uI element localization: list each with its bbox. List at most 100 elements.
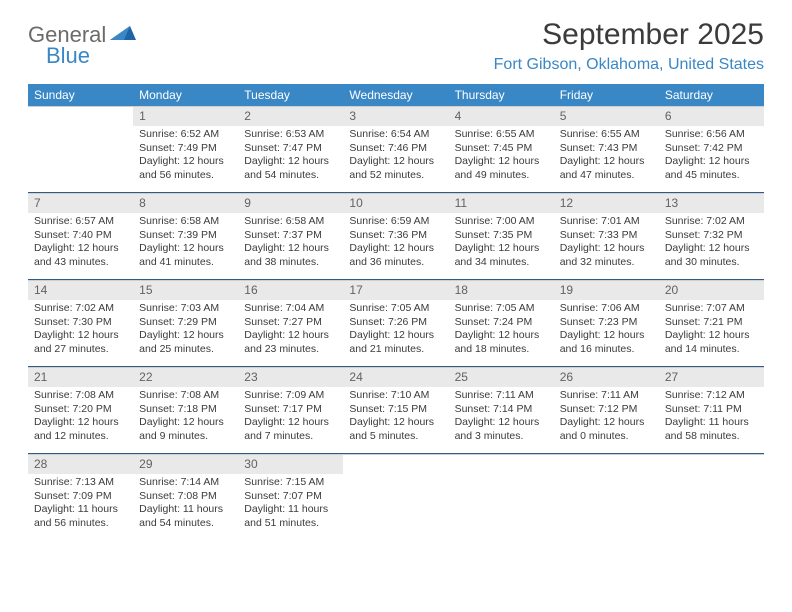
sunset-line: Sunset: 7:26 PM (349, 316, 442, 329)
day-cell: 11 Sunrise: 7:00 AMSunset: 7:35 PMDayligh… (449, 193, 554, 279)
daylight-line: Daylight: 11 hours and 54 minutes. (139, 503, 232, 530)
sunset-line: Sunset: 7:11 PM (665, 403, 758, 416)
sunrise-line: Sunrise: 7:05 AM (455, 302, 548, 315)
day-cell: 25Sunrise: 7:11 AMSunset: 7:14 PMDayligh… (449, 367, 554, 453)
sunrise-line: Sunrise: 7:00 AM (455, 215, 548, 228)
sunset-line: Sunset: 7:32 PM (665, 229, 758, 242)
day-cell: 9Sunrise: 6:58 AMSunset: 7:37 PMDaylight… (238, 193, 343, 279)
daylight-line: Daylight: 12 hours and 7 minutes. (244, 416, 337, 443)
dayhead: Saturday (659, 84, 764, 106)
day-cell: 12Sunrise: 7:01 AMSunset: 7:33 PMDayligh… (554, 193, 659, 279)
sunrise-line: Sunrise: 7:05 AM (349, 302, 442, 315)
daylight-line: Daylight: 12 hours and 34 minutes. (455, 242, 548, 269)
day-number: 30 (238, 455, 343, 474)
sunset-line: Sunset: 7:17 PM (244, 403, 337, 416)
daylight-line: Daylight: 12 hours and 23 minutes. (244, 329, 337, 356)
day-number: 25 (449, 368, 554, 387)
sunrise-line: Sunrise: 6:56 AM (665, 128, 758, 141)
sunrise-line: Sunrise: 7:01 AM (560, 215, 653, 228)
sunset-line: Sunset: 7:14 PM (455, 403, 548, 416)
sunset-line: Sunset: 7:45 PM (455, 142, 548, 155)
dayhead: Sunday (28, 84, 133, 106)
day-cell: 24 Sunrise: 7:10 AMSunset: 7:15 PMDayligh… (343, 367, 448, 453)
sunset-line: Sunset: 7:21 PM (665, 316, 758, 329)
day-number: 29 (133, 455, 238, 474)
day-number: 10 (343, 194, 448, 213)
sunset-line: Sunset: 7:46 PM (349, 142, 442, 155)
sunrise-line: Sunrise: 7:14 AM (139, 476, 232, 489)
day-number: 13 (659, 194, 764, 213)
day-cell: 21Sunrise: 7:08 AMSunset: 7:20 PMDayligh… (28, 367, 133, 453)
daylight-line: Daylight: 12 hours and 41 minutes. (139, 242, 232, 269)
sunset-line: Sunset: 7:27 PM (244, 316, 337, 329)
day-number: 21 (28, 368, 133, 387)
day-cell: 2Sunrise: 6:53 AMSunset: 7:47 PMDaylight… (238, 106, 343, 192)
empty-cell (449, 454, 554, 540)
sunrise-line: Sunrise: 7:12 AM (665, 389, 758, 402)
daylight-line: Daylight: 12 hours and 16 minutes. (560, 329, 653, 356)
daylight-line: Daylight: 12 hours and 43 minutes. (34, 242, 127, 269)
sunset-line: Sunset: 7:35 PM (455, 229, 548, 242)
sunset-line: Sunset: 7:43 PM (560, 142, 653, 155)
sunrise-line: Sunrise: 7:02 AM (34, 302, 127, 315)
day-number: 3 (343, 107, 448, 126)
day-number: 18 (449, 281, 554, 300)
day-cell: 19Sunrise: 7:06 AMSunset: 7:23 PMDayligh… (554, 280, 659, 366)
sunrise-line: Sunrise: 6:58 AM (139, 215, 232, 228)
daylight-line: Daylight: 12 hours and 3 minutes. (455, 416, 548, 443)
day-number: 11 (449, 194, 554, 213)
day-cell: 16Sunrise: 7:04 AMSunset: 7:27 PMDayligh… (238, 280, 343, 366)
day-number: 24 (343, 368, 448, 387)
day-cell: 29Sunrise: 7:14 AMSunset: 7:08 PMDayligh… (133, 454, 238, 540)
sunset-line: Sunset: 7:20 PM (34, 403, 127, 416)
daylight-line: Daylight: 12 hours and 47 minutes. (560, 155, 653, 182)
sunset-line: Sunset: 7:12 PM (560, 403, 653, 416)
day-number: 14 (28, 281, 133, 300)
day-number: 5 (554, 107, 659, 126)
sunrise-line: Sunrise: 7:02 AM (665, 215, 758, 228)
sunrise-line: Sunrise: 7:13 AM (34, 476, 127, 489)
sunrise-line: Sunrise: 7:10 AM (349, 389, 442, 402)
sunrise-line: Sunrise: 6:58 AM (244, 215, 337, 228)
daylight-line: Daylight: 12 hours and 5 minutes. (349, 416, 442, 443)
daylight-line: Daylight: 12 hours and 0 minutes. (560, 416, 653, 443)
month-title: September 2025 (494, 18, 764, 52)
sunrise-line: Sunrise: 6:54 AM (349, 128, 442, 141)
day-number: 9 (238, 194, 343, 213)
day-cell: 18Sunrise: 7:05 AMSunset: 7:24 PMDayligh… (449, 280, 554, 366)
day-number: 17 (343, 281, 448, 300)
dayhead: Thursday (449, 84, 554, 106)
sunrise-line: Sunrise: 7:08 AM (34, 389, 127, 402)
daylight-line: Daylight: 12 hours and 25 minutes. (139, 329, 232, 356)
empty-cell (554, 454, 659, 540)
sunrise-line: Sunrise: 7:06 AM (560, 302, 653, 315)
calendar-page: General Blue September 2025 Fort Gibson,… (0, 0, 792, 540)
day-cell: 15Sunrise: 7:03 AMSunset: 7:29 PMDayligh… (133, 280, 238, 366)
sunrise-line: Sunrise: 7:04 AM (244, 302, 337, 315)
day-number: 28 (28, 455, 133, 474)
empty-cell (343, 454, 448, 540)
sunset-line: Sunset: 7:15 PM (349, 403, 442, 416)
day-cell: 26Sunrise: 7:11 AMSunset: 7:12 PMDayligh… (554, 367, 659, 453)
daylight-line: Daylight: 11 hours and 51 minutes. (244, 503, 337, 530)
sunrise-line: Sunrise: 7:03 AM (139, 302, 232, 315)
sunrise-line: Sunrise: 6:59 AM (349, 215, 442, 228)
day-cell: 22Sunrise: 7:08 AMSunset: 7:18 PMDayligh… (133, 367, 238, 453)
daylight-line: Daylight: 12 hours and 38 minutes. (244, 242, 337, 269)
day-cell: 23Sunrise: 7:09 AMSunset: 7:17 PMDayligh… (238, 367, 343, 453)
day-cell: 10Sunrise: 6:59 AMSunset: 7:36 PMDayligh… (343, 193, 448, 279)
day-number: 22 (133, 368, 238, 387)
logo-word2: Blue (46, 45, 106, 67)
sunset-line: Sunset: 7:47 PM (244, 142, 337, 155)
sunrise-line: Sunrise: 6:55 AM (455, 128, 548, 141)
day-cell: 28 Sunrise: 7:13 AMSunset: 7:09 PMDayligh… (28, 454, 133, 540)
day-number: 23 (238, 368, 343, 387)
day-number: 2 (238, 107, 343, 126)
sunrise-line: Sunrise: 6:53 AM (244, 128, 337, 141)
daylight-line: Daylight: 12 hours and 27 minutes. (34, 329, 127, 356)
dayhead: Friday (554, 84, 659, 106)
sunset-line: Sunset: 7:09 PM (34, 490, 127, 503)
daylight-line: Daylight: 11 hours and 56 minutes. (34, 503, 127, 530)
sunset-line: Sunset: 7:42 PM (665, 142, 758, 155)
day-number: 6 (659, 107, 764, 126)
